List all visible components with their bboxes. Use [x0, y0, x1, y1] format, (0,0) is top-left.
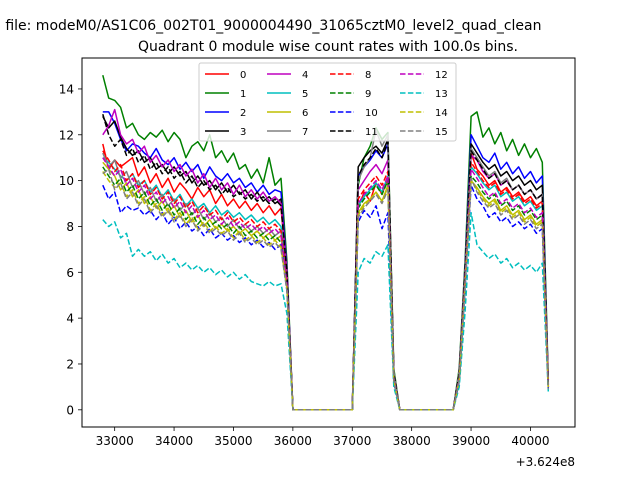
legend-label-12: 12	[435, 70, 448, 81]
legend-label-13: 13	[435, 89, 448, 100]
legend-label-4: 4	[302, 70, 308, 81]
x-tick-label: 38000	[393, 434, 431, 448]
legend-label-6: 6	[302, 108, 308, 119]
legend-label-5: 5	[302, 89, 308, 100]
legend-label-15: 15	[435, 127, 448, 138]
y-tick-label: 14	[59, 82, 74, 96]
legend-label-9: 9	[365, 89, 371, 100]
legend-label-8: 8	[365, 70, 371, 81]
series-layer	[102, 75, 550, 411]
x-axis: 33000 34000 35000 36000 37000 38000 39000 40000	[96, 427, 550, 448]
y-tick-label: 12	[59, 128, 74, 142]
x-tick-label: 36000	[274, 434, 312, 448]
y-tick-label: 6	[66, 266, 74, 280]
x-tick-label: 35000	[214, 434, 252, 448]
legend-label-1: 1	[240, 89, 246, 100]
y-tick-label: 10	[59, 174, 74, 188]
axes-frame	[81, 57, 576, 428]
plot-area	[81, 57, 576, 428]
legend-label-0: 0	[240, 70, 246, 81]
y-tick-label: 4	[66, 312, 74, 326]
y-tick-label: 2	[66, 357, 74, 371]
series-line-13	[102, 211, 550, 411]
legend-label-14: 14	[435, 108, 448, 119]
x-offset-label: +3.624e8	[516, 455, 575, 469]
legend-label-10: 10	[365, 108, 378, 119]
y-tick-label: 0	[66, 403, 74, 417]
x-tick-label: 39000	[452, 434, 490, 448]
legend-label-11: 11	[365, 127, 378, 138]
legend-label-2: 2	[240, 108, 246, 119]
series-line-15	[102, 168, 550, 411]
x-tick-label: 34000	[155, 434, 193, 448]
legend-label-7: 7	[302, 127, 308, 138]
legend-frame	[198, 62, 457, 142]
y-axis: 0 2 4 6 8 10 12 14	[59, 82, 82, 417]
suptitle: n file: modeM0/AS1C06_002T01_9000004490_…	[0, 18, 541, 34]
x-tick-label: 37000	[333, 434, 371, 448]
y-tick-label: 8	[66, 220, 74, 234]
chart-title: Quadrant 0 module wise count rates with …	[138, 39, 518, 55]
x-tick-label: 33000	[96, 434, 134, 448]
x-tick-label: 40000	[511, 434, 549, 448]
legend-label-3: 3	[240, 127, 246, 138]
